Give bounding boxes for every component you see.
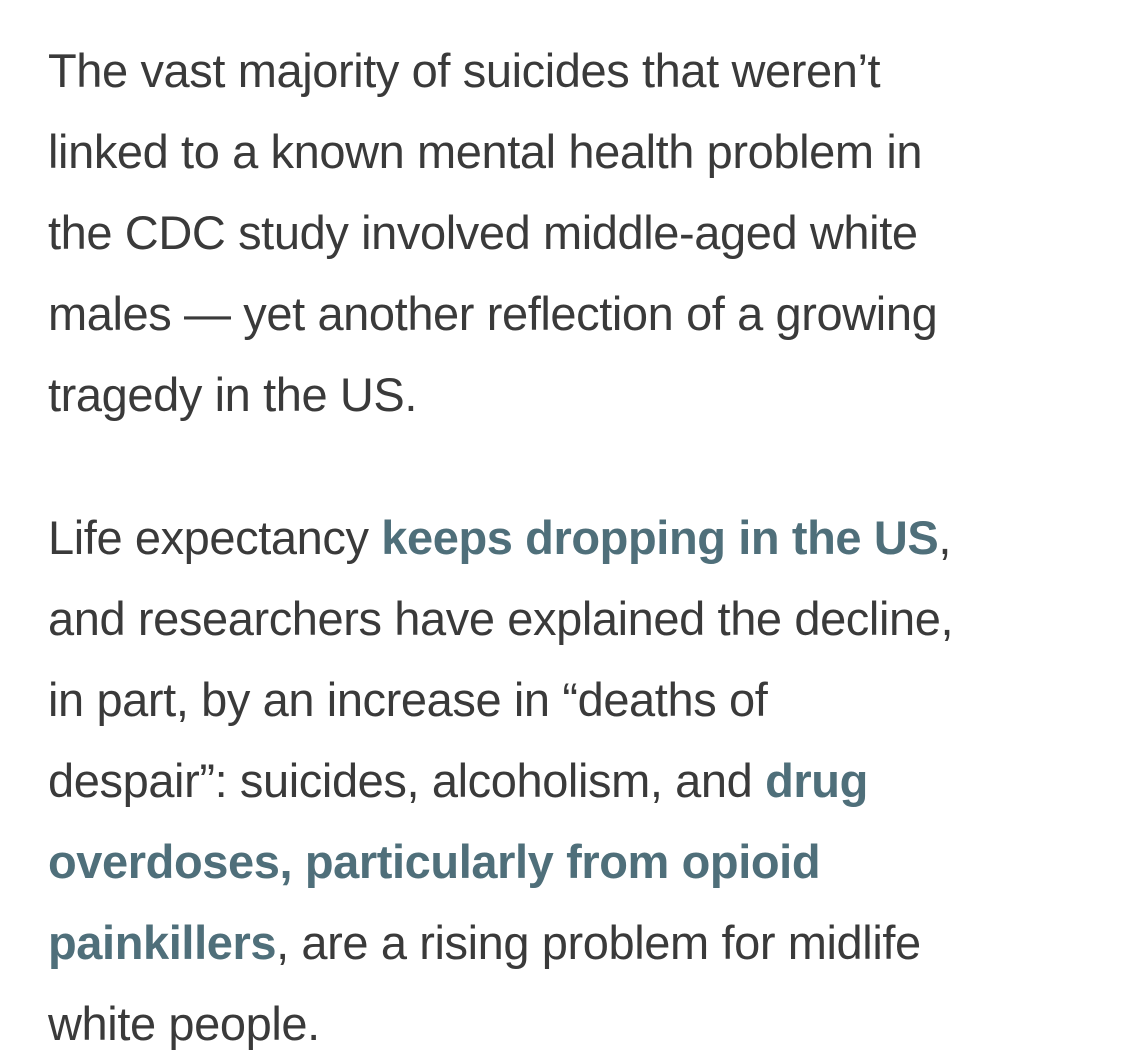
text-line: males — yet another reflection of a grow… [48, 287, 938, 340]
text-line: painkillers, are a rising problem for mi… [48, 902, 1088, 983]
text-line: despair”: suicides, alcoholism, and drug [48, 740, 1088, 821]
text-segment: , are a rising problem for midlife [276, 916, 921, 969]
text-line: in part, by an increase in “deaths of [48, 673, 768, 726]
text-segment: , [938, 511, 951, 564]
paragraph-life-expectancy: Life expectancy keeps dropping in the US… [48, 497, 1088, 1064]
link-drug-overdoses[interactable]: painkillers [48, 916, 277, 969]
text-line: the CDC study involved middle-aged white [48, 206, 918, 259]
text-line: Life expectancy keeps dropping in the US… [48, 497, 1088, 578]
text-line: tragedy in the US. [48, 368, 418, 421]
text-line: overdoses, particularly from opioid [48, 821, 1088, 902]
link-drug-overdoses[interactable]: drug [765, 754, 868, 807]
text-segment: Life expectancy [48, 511, 382, 564]
link-drug-overdoses[interactable]: overdoses, particularly from opioid [48, 835, 821, 888]
text-line: and researchers have explained the decli… [48, 592, 954, 645]
paragraph-suicide-study: The vast majority of suicides that weren… [48, 30, 1088, 435]
link-keeps-dropping[interactable]: keeps dropping in the US [381, 511, 939, 564]
text-segment: despair”: suicides, alcoholism, and [48, 754, 766, 807]
text-line: linked to a known mental health problem … [48, 125, 923, 178]
text-line: The vast majority of suicides that weren… [48, 44, 881, 97]
article-body: The vast majority of suicides that weren… [48, 30, 1088, 1064]
text-line: white people. [48, 997, 320, 1050]
